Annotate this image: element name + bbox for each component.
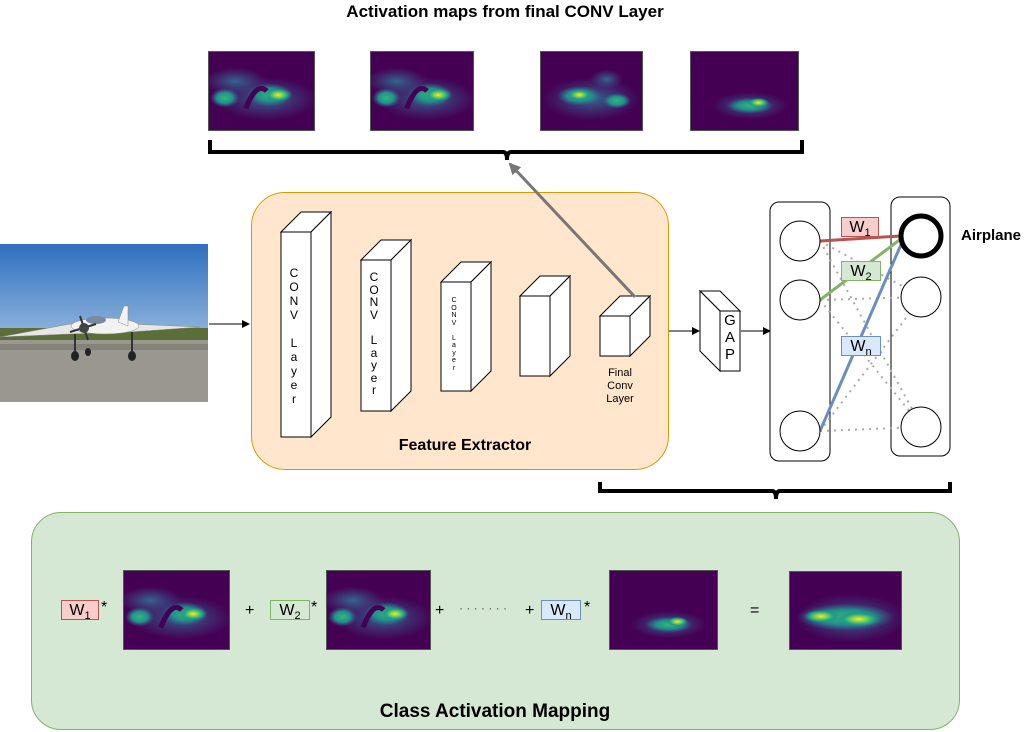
cam-map-1 (123, 570, 230, 650)
plus-3: + (525, 602, 535, 619)
final-to-maps-arrow (508, 162, 637, 299)
conv-layer-2-label: C O N V L a y e r (369, 270, 379, 398)
w2-main: W (850, 263, 866, 280)
gap-neuron-2 (779, 279, 821, 321)
final-conv-cube (598, 294, 652, 358)
airplane-photo-icon (0, 244, 208, 402)
cam-w1-sub: 1 (84, 610, 91, 623)
conv-layer-1-label: C O N V L a y e r (289, 266, 299, 406)
wn-connection (818, 239, 905, 432)
output-neuron-column (890, 196, 951, 457)
gap-label: G A P (724, 312, 736, 363)
gap-neuron-1 (779, 220, 821, 262)
w1-main: W (849, 219, 865, 236)
conv-layer-3-label: C O N V L a y e r (451, 297, 457, 372)
equals-sign: = (750, 602, 760, 619)
cam-w2-sub: 2 (294, 610, 301, 623)
plus-2: + (435, 602, 445, 619)
gap-neuron-n (779, 410, 821, 452)
input-airplane-photo (0, 244, 208, 402)
wn-sub: n (865, 346, 872, 359)
output-neuron-n (900, 406, 942, 448)
w1-connection (819, 234, 902, 243)
activation-map-2 (370, 51, 474, 131)
airplane-class-label: Airplane (961, 227, 1022, 244)
activation-map-3 (540, 51, 643, 131)
cam-map-2 (326, 570, 431, 650)
cam-w2-main: W (279, 602, 295, 619)
w1-label: W1 (841, 217, 879, 240)
feature-extractor-label: Feature Extractor (398, 437, 532, 454)
cam-w2-label: W2 (270, 600, 310, 623)
cam-w1-label: W1 (61, 600, 99, 623)
output-neuron-airplane (898, 213, 944, 259)
activation-map-4 (690, 51, 799, 131)
gap-neuron-column (769, 201, 831, 462)
conv-layer-cube-4 (518, 274, 572, 378)
w2-label: W2 (841, 261, 881, 284)
conv-layer-cube-2 (359, 238, 413, 413)
bottom-brace (598, 482, 952, 500)
cam-w1-main: W (69, 602, 85, 619)
output-neuron-2 (900, 276, 942, 318)
cam-map-n (609, 570, 718, 650)
wn-label: Wn (841, 336, 881, 359)
wn-main: W (850, 338, 866, 355)
cam-wn-label: Wn (541, 600, 581, 623)
cam-label: Class Activation Mapping (379, 701, 611, 722)
top-title: Activation maps from final CONV Layer (346, 2, 664, 21)
activation-map-1 (208, 51, 315, 131)
times-n: * (584, 599, 591, 616)
class-activation-map-result (789, 571, 902, 650)
cam-wn-main: W (550, 602, 566, 619)
conv-layer-cube-3 (439, 260, 493, 393)
cam-wn-sub: n (565, 610, 572, 623)
conv-layer-cube-1 (279, 210, 333, 439)
plus-1: + (245, 602, 255, 619)
final-conv-layer-label: Final Conv Layer (606, 367, 634, 405)
times-1: * (101, 599, 108, 616)
top-brace (208, 140, 804, 161)
gap-cube (698, 289, 742, 373)
w2-sub: 2 (865, 271, 872, 284)
times-2: * (311, 599, 318, 616)
ellipsis-dots: · · · · · · · (459, 601, 507, 615)
w1-sub: 1 (864, 227, 871, 240)
